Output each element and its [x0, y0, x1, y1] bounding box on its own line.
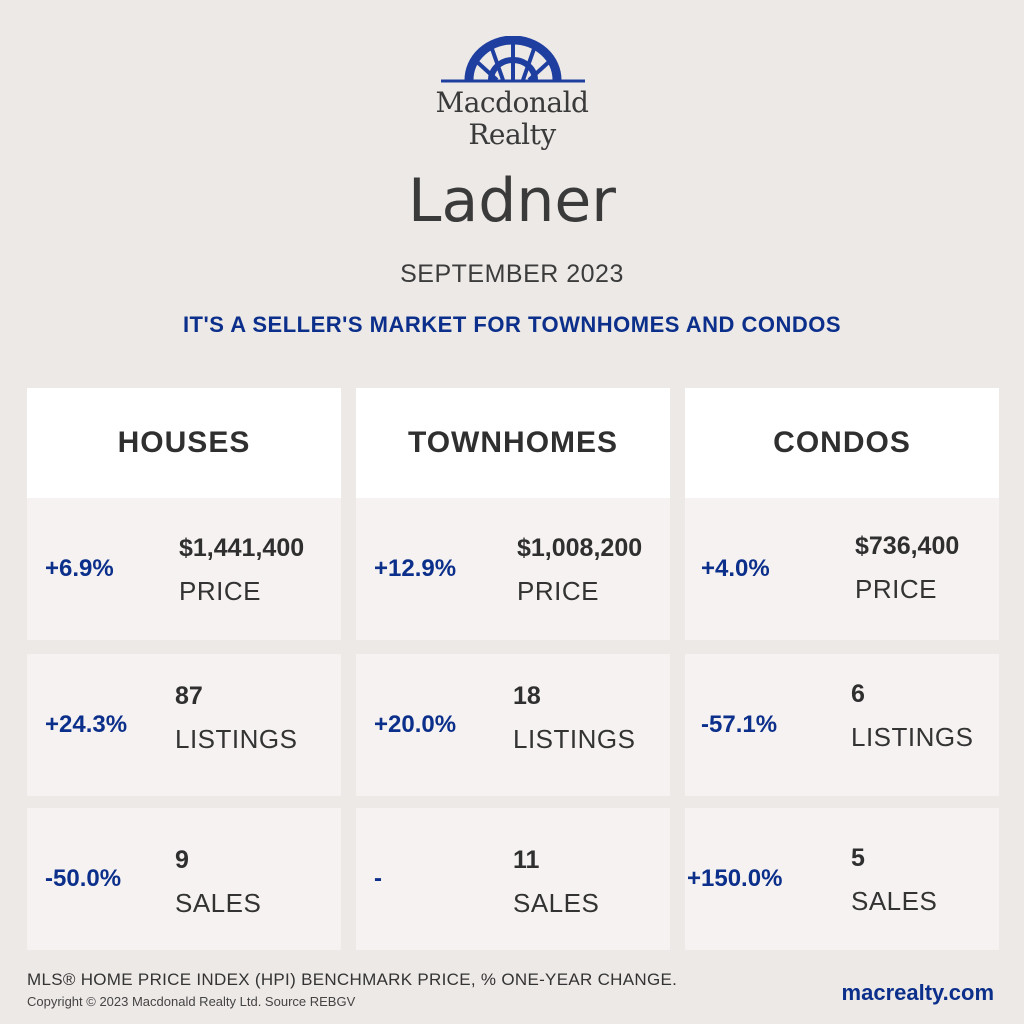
price-change: +4.0% [701, 555, 770, 582]
listings-value: 6 [851, 680, 865, 708]
column-title: HOUSES [27, 388, 341, 498]
price-card: +6.9% $1,441,400 PRICE [27, 498, 341, 640]
townhomes-column: TOWNHOMES +12.9% $1,008,200 PRICE +20.0%… [356, 388, 670, 950]
listings-change: -57.1% [701, 711, 778, 738]
sales-value: 9 [175, 846, 189, 874]
price-value: $1,441,400 [179, 534, 305, 562]
sales-label: SALES [851, 886, 938, 916]
listings-card: +24.3% 87 LISTINGS [27, 654, 341, 796]
listings-card: +20.0% 18 LISTINGS [356, 654, 670, 796]
listings-label: LISTINGS [851, 722, 974, 752]
sales-label: SALES [175, 888, 262, 918]
price-value: $736,400 [855, 532, 960, 560]
sales-card: -50.0% 9 SALES [27, 808, 341, 950]
houses-column: HOUSES +6.9% $1,441,400 PRICE +24.3% 87 … [27, 388, 341, 950]
sales-card: - 11 SALES [356, 808, 670, 950]
listings-change: +24.3% [45, 711, 128, 738]
price-label: PRICE [517, 576, 599, 606]
sales-value: 5 [851, 844, 865, 872]
website-link[interactable]: macrealty.com [841, 980, 994, 1005]
brand-name-line1: Macdonald [435, 86, 589, 119]
price-change: +12.9% [374, 555, 457, 582]
listings-label: LISTINGS [175, 724, 298, 754]
sales-label: SALES [513, 888, 600, 918]
column-title: TOWNHOMES [356, 388, 670, 498]
sales-value: 11 [513, 846, 540, 874]
sales-change: -50.0% [45, 865, 122, 892]
column-title: CONDOS [685, 388, 999, 498]
price-label: PRICE [855, 574, 937, 604]
macdonald-realty-logo-icon [441, 36, 585, 83]
price-label: PRICE [179, 576, 261, 606]
city-title: Ladner [408, 166, 616, 236]
listings-value: 18 [513, 682, 541, 710]
price-value: $1,008,200 [517, 534, 643, 562]
condos-column: CONDOS +4.0% $736,400 PRICE -57.1% 6 LIS… [685, 388, 999, 950]
brand-name-line2: Realty [468, 118, 556, 151]
listings-label: LISTINGS [513, 724, 636, 754]
sales-card: +150.0% 5 SALES [685, 808, 999, 950]
market-headline: IT'S A SELLER'S MARKET FOR TOWNHOMES AND… [182, 312, 842, 337]
price-card: +12.9% $1,008,200 PRICE [356, 498, 670, 640]
price-change: +6.9% [45, 555, 114, 582]
listings-card: -57.1% 6 LISTINGS [685, 654, 999, 796]
listings-value: 87 [175, 682, 203, 710]
methodology-footnote: MLS® HOME PRICE INDEX (HPI) BENCHMARK PR… [27, 970, 678, 989]
copyright-notice: Copyright © 2023 Macdonald Realty Ltd. S… [27, 994, 356, 1009]
sales-change: - [374, 865, 382, 892]
report-month: SEPTEMBER 2023 [400, 260, 624, 288]
sales-change: +150.0% [687, 865, 783, 892]
price-card: +4.0% $736,400 PRICE [685, 498, 999, 640]
listings-change: +20.0% [374, 711, 457, 738]
